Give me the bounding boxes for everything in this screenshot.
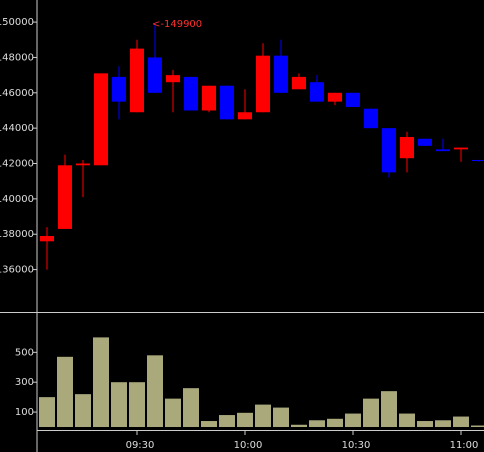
candle-body: [220, 85, 234, 120]
volume-bar: [129, 382, 145, 427]
volume-bar: [75, 394, 91, 427]
candle-body: [472, 159, 484, 161]
candle-body: [400, 136, 414, 159]
volume-bar: [309, 420, 325, 427]
candle-body: [40, 235, 54, 242]
y-tick-label: 500: [15, 347, 34, 358]
candle-body: [454, 147, 468, 150]
candle-body: [292, 76, 306, 90]
y-tick-label: 138000: [0, 229, 34, 240]
y-tick-label: 142000: [0, 159, 34, 170]
x-tick-label: 10:00: [234, 440, 263, 451]
y-tick-label: 140000: [0, 194, 34, 205]
y-tick-label: 300: [15, 377, 34, 388]
volume-bar: [417, 421, 433, 427]
volume-bar: [219, 415, 235, 427]
candle-body: [256, 55, 270, 113]
candle-body: [364, 108, 378, 129]
annotation: <-149900: [152, 19, 202, 30]
volume-bar: [165, 398, 181, 427]
volume-bar: [39, 397, 55, 427]
candle-body: [238, 112, 252, 120]
x-tick-label: 11:00: [450, 440, 479, 451]
candle-body: [274, 55, 288, 93]
candle-body: [94, 73, 108, 166]
volume-bar: [453, 416, 469, 427]
volume-bar: [255, 404, 271, 427]
volume-bar: [111, 382, 127, 427]
volume-bar: [201, 421, 217, 427]
candle-body: [76, 163, 90, 166]
volume-bar: [327, 418, 343, 427]
volume-bar: [147, 355, 163, 427]
volume-bar: [381, 391, 397, 427]
volume-bar: [345, 413, 361, 427]
candle-body: [130, 48, 144, 113]
y-tick-label: 148000: [0, 52, 34, 63]
y-tick-label: 146000: [0, 88, 34, 99]
candle-body: [58, 165, 72, 229]
candle-body: [148, 57, 162, 93]
volume-bar: [183, 388, 199, 427]
x-tick-label: 10:30: [342, 440, 371, 451]
volume-bar: [93, 337, 109, 427]
volume-bar: [57, 356, 73, 427]
volume-bar: [399, 413, 415, 427]
volume-bar: [237, 412, 253, 427]
candle-body: [310, 82, 324, 102]
y-tick-label: 100: [15, 407, 34, 418]
candle-body: [418, 138, 432, 146]
candle-body: [382, 128, 396, 173]
candle-body: [202, 85, 216, 111]
y-tick-label: 136000: [0, 265, 34, 276]
candle-body: [346, 92, 360, 107]
volume-bar: [273, 407, 289, 427]
volume-bar: [471, 425, 484, 427]
volume-bar: [363, 398, 379, 427]
x-tick-label: 09:30: [126, 440, 155, 451]
candle-body: [184, 76, 198, 111]
y-tick-label: 144000: [0, 123, 34, 134]
y-tick-label: 150000: [0, 17, 34, 28]
candle-body: [328, 92, 342, 102]
volume-bar: [291, 424, 307, 427]
candle-body: [112, 76, 126, 102]
volume-bar: [435, 420, 451, 427]
candle-body: [436, 149, 450, 152]
candle-body: [166, 75, 180, 83]
